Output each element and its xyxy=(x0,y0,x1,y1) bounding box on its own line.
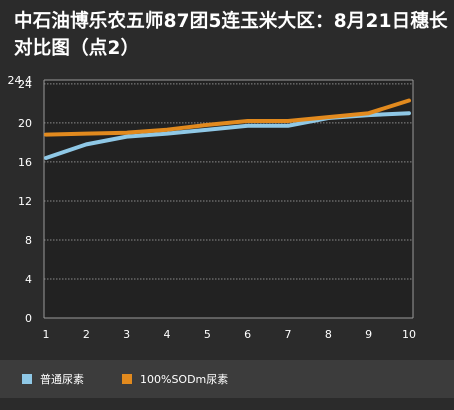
x-tick-label: 1 xyxy=(43,328,50,341)
y-tick-label: 12 xyxy=(18,195,32,208)
x-tick-label: 7 xyxy=(285,328,292,341)
y-tick-label: 4 xyxy=(25,273,32,286)
chart-title: 中石油博乐农五师87团5连玉米大区：8月21日穗长对比图（点2） xyxy=(14,11,448,59)
x-tick-label: 10 xyxy=(402,328,416,341)
series-lines xyxy=(44,98,411,160)
legend: 普通尿素 100%SODm尿素 xyxy=(0,360,454,398)
gridlines xyxy=(44,79,413,318)
x-tick-label: 9 xyxy=(365,328,372,341)
x-tick-label: 5 xyxy=(204,328,211,341)
x-tick-label: 4 xyxy=(164,328,171,341)
y-tick-label: 24.4 xyxy=(8,74,33,87)
y-tick-label: 20 xyxy=(18,117,32,130)
axes xyxy=(43,80,414,319)
y-tick-label: 8 xyxy=(25,234,32,247)
y-tick-label: 16 xyxy=(18,156,32,169)
y-tick-label: 24 xyxy=(18,78,32,91)
x-tick-label: 3 xyxy=(123,328,130,341)
x-tick-label: 8 xyxy=(325,328,332,341)
legend-item-series-1: 普通尿素 xyxy=(22,372,84,386)
x-tick-label: 6 xyxy=(244,328,251,341)
series-line-2 xyxy=(44,98,411,137)
legend-swatch-series-2 xyxy=(122,374,132,384)
legend-label-series-1: 普通尿素 xyxy=(40,373,84,386)
legend-item-series-2: 100%SODm尿素 xyxy=(122,372,228,386)
legend-swatch-series-1 xyxy=(22,374,32,384)
x-tick-labels: 1 2 3 4 5 6 7 8 9 10 xyxy=(43,328,417,341)
legend-label-series-2: 100%SODm尿素 xyxy=(140,373,229,386)
y-tick-label: 0 xyxy=(25,312,32,325)
plot-background xyxy=(44,80,413,318)
x-tick-label: 2 xyxy=(83,328,90,341)
